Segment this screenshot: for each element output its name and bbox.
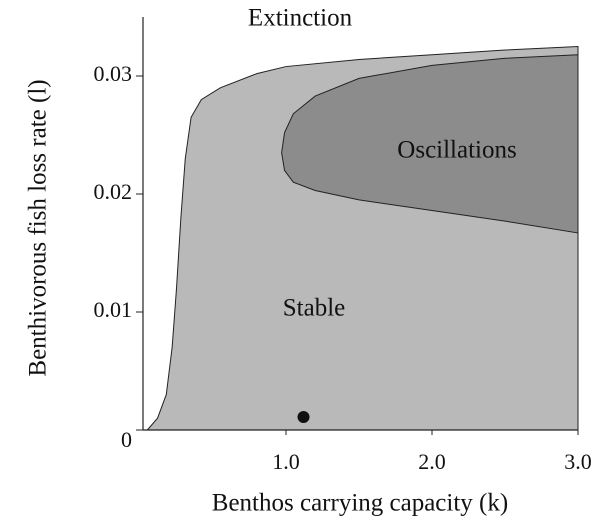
annotation: Extinction (248, 5, 353, 32)
x-axis-label: Benthos carrying capacity (k) (212, 490, 508, 517)
y-tick-label: 0 (121, 427, 132, 452)
region-label: Stable (283, 295, 346, 322)
x-tick-label: 2.0 (418, 449, 446, 474)
region-label: Oscillations (397, 137, 516, 164)
point (297, 411, 310, 424)
x-tick-label: 3.0 (564, 449, 592, 474)
x-tick-label: 1.0 (272, 449, 300, 474)
y-tick-label: 0.01 (94, 297, 133, 322)
y-tick-label: 0.02 (94, 179, 133, 204)
region (281, 54, 579, 234)
y-axis-label: Benthivorous fish loss rate (l) (25, 79, 52, 376)
y-tick-label: 0.03 (94, 61, 133, 86)
